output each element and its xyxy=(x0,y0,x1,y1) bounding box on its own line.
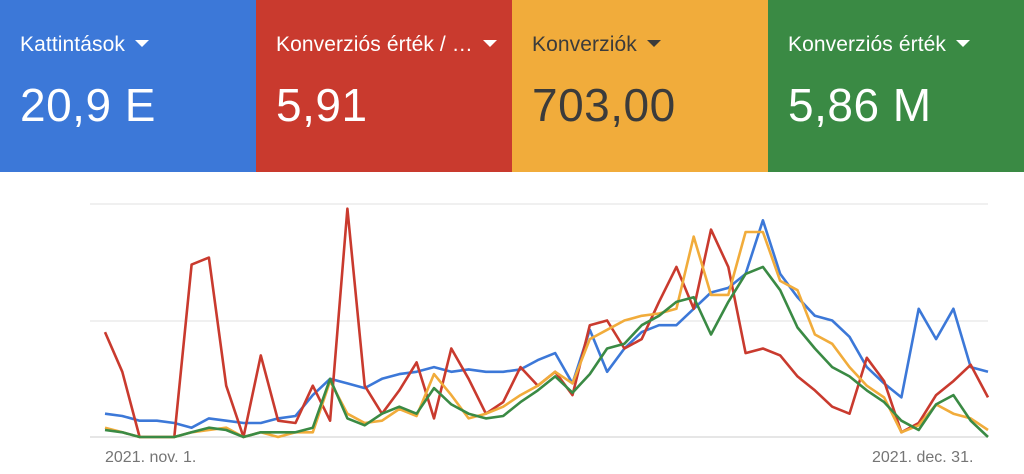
metric-value: 20,9 E xyxy=(20,79,156,131)
metric-value: 5,86 M xyxy=(788,79,932,131)
x-axis-end-label: 2021. dec. 31. xyxy=(872,449,974,466)
metric-card-conversions[interactable]: Konverziók 703,00 xyxy=(512,0,768,172)
metric-card-conv-value[interactable]: Konverziós érték 5,86 M xyxy=(768,0,1024,172)
metric-cards: Kattintások 20,9 E Konverziós érték / … … xyxy=(0,0,1024,172)
series-line-0 xyxy=(104,218,989,429)
dropdown-arrow-icon[interactable] xyxy=(482,39,497,47)
metric-label-text: Konverziós érték / … xyxy=(276,33,473,56)
series-line-2 xyxy=(104,230,989,439)
x-axis-start-label: 2021. nov. 1. xyxy=(105,449,197,466)
metric-label: Konverziós érték / … xyxy=(276,33,497,57)
series-line-1 xyxy=(103,207,990,439)
dropdown-arrow-icon[interactable] xyxy=(956,39,971,47)
metric-label-text: Kattintások xyxy=(20,33,125,56)
metric-label: Konverziók xyxy=(532,33,661,57)
metric-card-conv-value-per-cost[interactable]: Konverziós érték / … 5,91 xyxy=(256,0,512,172)
performance-line-chart[interactable] xyxy=(0,172,1024,474)
metric-label: Kattintások xyxy=(20,33,149,57)
metric-value: 5,91 xyxy=(276,79,368,131)
metric-label-text: Konverziós érték xyxy=(788,33,947,56)
metric-value: 703,00 xyxy=(532,79,676,131)
series-line-3 xyxy=(104,265,989,439)
dropdown-arrow-icon[interactable] xyxy=(135,39,149,47)
series-group xyxy=(103,207,990,439)
metric-label-text: Konverziók xyxy=(532,33,637,56)
metric-label: Konverziós érték xyxy=(788,33,971,57)
metric-card-clicks[interactable]: Kattintások 20,9 E xyxy=(0,0,256,172)
dropdown-arrow-icon[interactable] xyxy=(646,39,661,47)
